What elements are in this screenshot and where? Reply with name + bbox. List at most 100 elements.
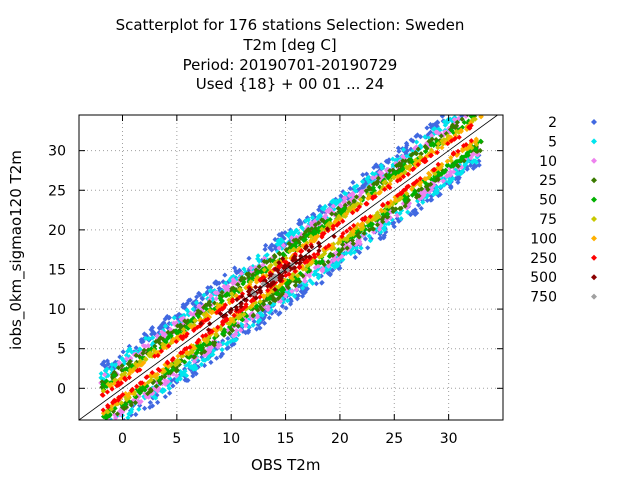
series-25-point: [238, 277, 244, 283]
series-2-point: [473, 91, 478, 96]
series-10-point: [154, 333, 160, 339]
series-250-point: [308, 242, 314, 248]
series-75-point: [383, 203, 389, 209]
series-2-point: [287, 301, 294, 307]
series-250-point: [100, 407, 106, 413]
series-5-point: [183, 373, 190, 379]
series-25-point: [475, 108, 480, 113]
series-5-point: [303, 282, 309, 288]
series-25-point: [390, 208, 396, 215]
series-50-point: [218, 300, 224, 307]
series-250-point: [400, 174, 407, 180]
series-10-point: [348, 197, 354, 203]
series-5-point: [469, 100, 474, 105]
series-5-point: [336, 258, 342, 265]
series-10-point: [342, 198, 348, 205]
series-2-point: [170, 383, 176, 389]
series-250-point: [370, 195, 376, 201]
series-50-point: [195, 343, 201, 349]
series-2-point: [478, 92, 483, 97]
series-100-point: [355, 221, 361, 228]
series-250-point: [382, 186, 388, 192]
series-50-point: [400, 165, 407, 171]
series-2-point: [281, 235, 287, 241]
series-25-point: [123, 404, 130, 410]
series-75-point: [387, 177, 394, 184]
series-75-point: [275, 258, 281, 264]
series-5-point: [410, 148, 416, 154]
series-50-point: [313, 260, 319, 266]
series-50-point: [371, 189, 377, 195]
series-50-point: [327, 216, 333, 223]
series-10-point: [394, 212, 400, 219]
series-100-point: [141, 360, 147, 366]
series-50-point: [226, 324, 233, 330]
series-250-point: [196, 337, 202, 343]
series-2-point: [219, 351, 225, 357]
series-5-point: [417, 143, 423, 149]
series-250-point: [240, 305, 246, 311]
series-50-point: [280, 251, 286, 257]
series-75-point: [435, 141, 441, 147]
series-5-point: [353, 188, 359, 194]
series-75-point: [108, 381, 114, 387]
series-2-point: [257, 319, 263, 326]
series-2-point: [137, 402, 143, 409]
series-25-point: [267, 300, 273, 306]
series-50-point: [326, 253, 332, 259]
series-500-point: [227, 309, 233, 316]
series-2-point: [194, 294, 200, 300]
series-2-point: [465, 105, 470, 110]
series-75-point: [369, 217, 375, 223]
series-250-point: [428, 152, 434, 159]
series-2-point: [424, 125, 430, 131]
series-10-point: [303, 271, 309, 277]
series-5-point: [433, 188, 439, 194]
series-10-point: [338, 253, 344, 260]
series-75-point: [324, 222, 330, 228]
series-2-point: [222, 272, 228, 278]
series-10-point: [435, 129, 441, 136]
series-250-point: [380, 202, 386, 209]
series-2-point: [288, 298, 294, 304]
series-500-point: [234, 296, 240, 303]
series-100-point: [117, 376, 123, 382]
series-5-point: [219, 347, 225, 353]
series-25-point: [239, 274, 245, 281]
series-5-point: [109, 366, 115, 372]
series-10-point: [335, 256, 341, 263]
series-25-point: [428, 181, 434, 187]
series-100-point: [109, 403, 115, 409]
series-5-point: [227, 277, 233, 283]
series-50-point: [311, 228, 317, 234]
series-25-point: [374, 222, 381, 228]
series-25-point: [256, 264, 262, 270]
series-250-point: [385, 200, 391, 206]
series-2-point: [262, 312, 268, 318]
series-500-point: [306, 254, 313, 260]
series-2-point: [383, 158, 389, 164]
series-5-point: [191, 363, 198, 369]
series-250-point: [104, 389, 111, 395]
series-5-point: [223, 280, 229, 286]
series-5-point: [309, 280, 316, 286]
series-500-point: [279, 273, 285, 279]
series-25-point: [272, 298, 278, 304]
series-50-point: [121, 367, 127, 373]
legend-label-2: 2: [548, 115, 557, 131]
series-250-point: [430, 167, 437, 173]
series-100-point: [452, 132, 458, 139]
series-75-point: [319, 226, 325, 232]
series-50-point: [441, 169, 447, 175]
series-75-point: [397, 196, 403, 202]
series-100-point: [227, 300, 233, 306]
series-25-point: [132, 400, 138, 406]
series-5-point: [292, 230, 298, 236]
series-5-point: [367, 237, 373, 244]
series-10-point: [448, 169, 454, 175]
series-100-point: [359, 222, 365, 228]
series-10-point: [324, 208, 330, 214]
series-10-point: [446, 129, 453, 135]
series-25-point: [407, 159, 413, 165]
legend-label-25: 25: [539, 173, 557, 189]
